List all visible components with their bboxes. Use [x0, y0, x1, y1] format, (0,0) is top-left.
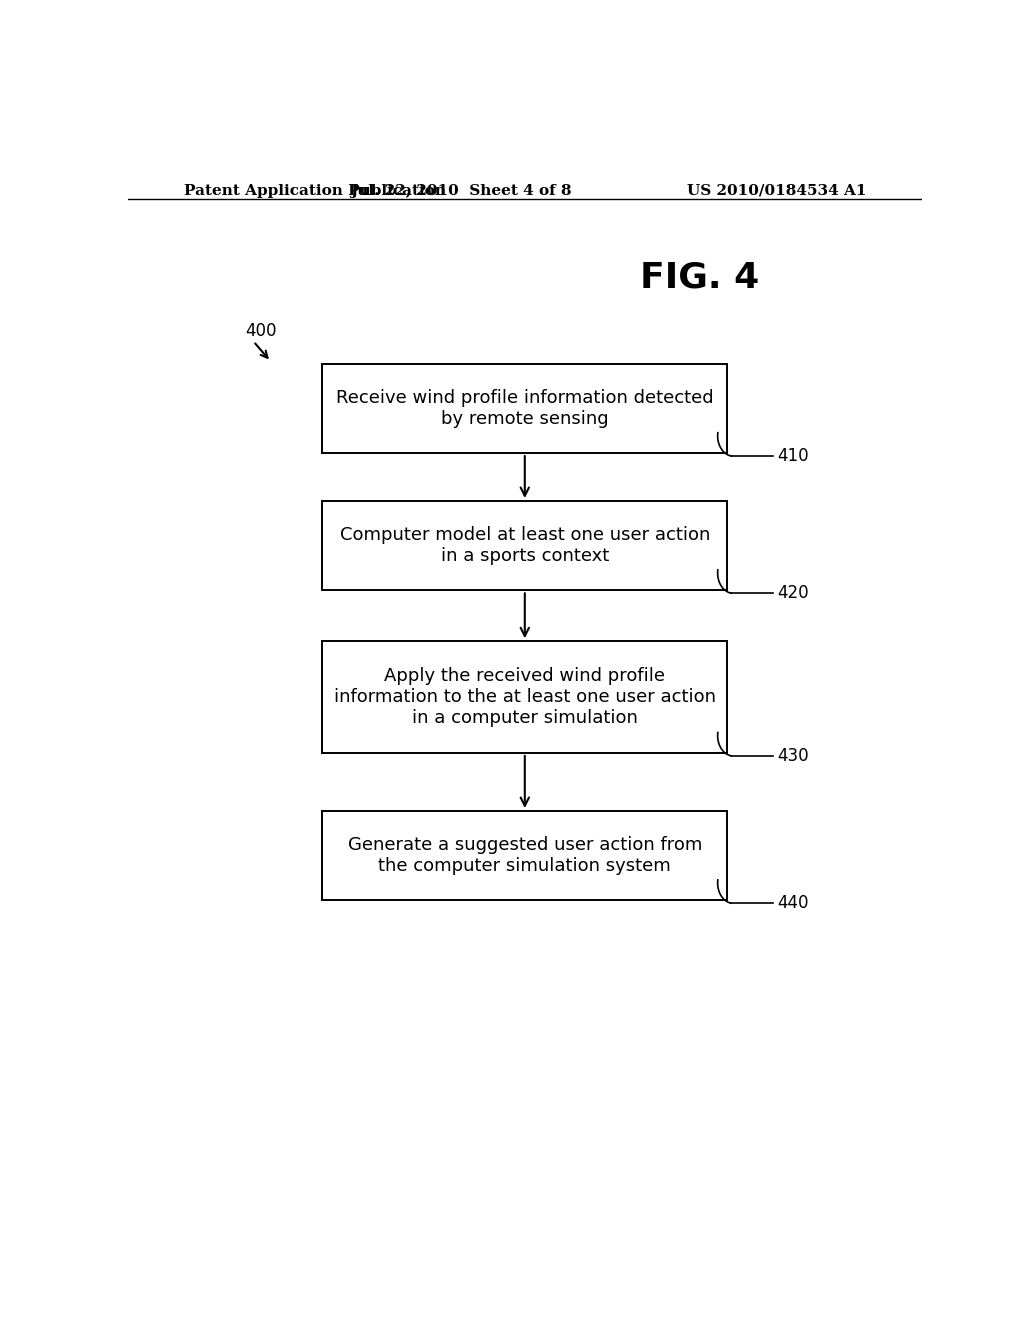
- Text: Receive wind profile information detected
by remote sensing: Receive wind profile information detecte…: [336, 389, 714, 428]
- Bar: [323, 500, 727, 590]
- Text: 420: 420: [777, 585, 809, 602]
- Bar: [323, 364, 727, 453]
- Text: Apply the received wind profile
information to the at least one user action
in a: Apply the received wind profile informat…: [334, 668, 716, 727]
- Text: Patent Application Publication: Patent Application Publication: [183, 183, 445, 198]
- Bar: [323, 810, 727, 900]
- Text: 410: 410: [777, 447, 809, 465]
- Text: FIG. 4: FIG. 4: [640, 260, 759, 294]
- Text: Jul. 22, 2010  Sheet 4 of 8: Jul. 22, 2010 Sheet 4 of 8: [350, 183, 572, 198]
- Text: US 2010/0184534 A1: US 2010/0184534 A1: [686, 183, 866, 198]
- Text: 400: 400: [246, 322, 276, 341]
- Text: 440: 440: [777, 894, 809, 912]
- Bar: [323, 642, 727, 752]
- Text: Computer model at least one user action
in a sports context: Computer model at least one user action …: [340, 527, 710, 565]
- Text: 430: 430: [777, 747, 809, 764]
- Text: Generate a suggested user action from
the computer simulation system: Generate a suggested user action from th…: [347, 837, 702, 875]
